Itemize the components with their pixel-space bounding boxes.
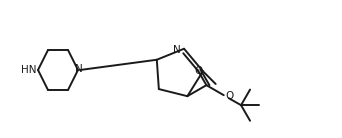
Text: N: N — [75, 64, 83, 74]
Text: O: O — [194, 66, 202, 76]
Text: HN: HN — [21, 65, 36, 75]
Text: O: O — [226, 91, 234, 101]
Text: N: N — [173, 45, 181, 55]
